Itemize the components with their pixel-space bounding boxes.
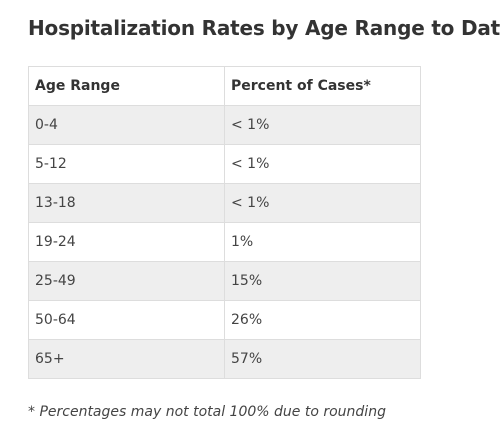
- table-row: 19-24 1%: [28, 222, 421, 262]
- column-header-age-range: Age Range: [28, 66, 225, 106]
- age-range-cell: 65+: [28, 339, 225, 379]
- age-range-cell: 50-64: [28, 300, 225, 340]
- table-row: 13-18 < 1%: [28, 183, 421, 223]
- age-range-cell: 13-18: [28, 183, 225, 223]
- percent-cell: 1%: [224, 222, 421, 262]
- percent-cell: < 1%: [224, 183, 421, 223]
- age-range-cell: 19-24: [28, 222, 225, 262]
- table-row: 25-49 15%: [28, 261, 421, 301]
- percent-cell: 26%: [224, 300, 421, 340]
- percent-cell: < 1%: [224, 144, 421, 184]
- page-title: Hospitalization Rates by Age Range to Da…: [28, 16, 500, 40]
- table-header-row: Age Range Percent of Cases*: [28, 66, 421, 106]
- percent-cell: 15%: [224, 261, 421, 301]
- age-range-cell: 25-49: [28, 261, 225, 301]
- hospitalization-table: Age Range Percent of Cases* 0-4 < 1% 5-1…: [28, 66, 421, 379]
- table-row: 65+ 57%: [28, 339, 421, 379]
- column-header-percent-of-cases: Percent of Cases*: [224, 66, 421, 106]
- age-range-cell: 5-12: [28, 144, 225, 184]
- percent-cell: 57%: [224, 339, 421, 379]
- age-range-cell: 0-4: [28, 105, 225, 145]
- table-row: 0-4 < 1%: [28, 105, 421, 145]
- footnote: * Percentages may not total 100% due to …: [28, 404, 386, 420]
- table-row: 50-64 26%: [28, 300, 421, 340]
- table-row: 5-12 < 1%: [28, 144, 421, 184]
- percent-cell: < 1%: [224, 105, 421, 145]
